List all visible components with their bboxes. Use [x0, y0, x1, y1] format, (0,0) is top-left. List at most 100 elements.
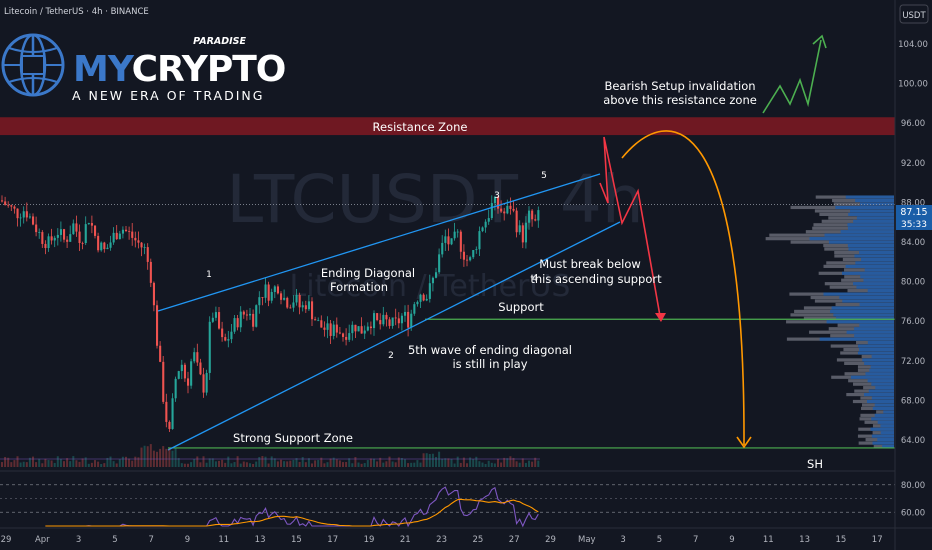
volume-profile-row-up — [855, 261, 894, 265]
wedge-upper-trendline[interactable] — [157, 173, 601, 312]
volume-bar — [38, 458, 41, 467]
volume-profile-row-up — [862, 358, 894, 362]
chip-icon — [21, 55, 45, 75]
volume-bar — [180, 463, 183, 467]
volume-bar — [276, 461, 279, 467]
volume-bar — [348, 458, 351, 467]
volume-profile-row-up — [864, 361, 894, 365]
time-tick-21: 11 — [763, 535, 774, 545]
volume-bar — [78, 461, 81, 467]
candle-body — [447, 236, 450, 245]
volume-profile-row-up — [859, 323, 894, 327]
volume-profile-row-up — [833, 313, 894, 317]
volume-bar — [515, 461, 518, 467]
invalidation-arc-arrowhead — [736, 436, 752, 449]
volume-profile-row-up — [875, 386, 894, 390]
candle-body — [90, 223, 93, 226]
time-tick-16: May — [578, 535, 596, 545]
volume-bar — [404, 459, 406, 467]
candle-body — [134, 237, 137, 241]
candle-body — [382, 314, 385, 325]
candle-body — [224, 337, 227, 341]
price-axis[interactable]: 104.00 100.00 96.00 92.00 88.00 84.00 80.00 76.… — [898, 40, 928, 518]
volume-profile-row-up — [859, 250, 894, 255]
candle-body — [431, 277, 434, 284]
volume-bar — [221, 459, 224, 467]
volume-bar — [410, 462, 413, 467]
volume-profile-row-up — [869, 368, 894, 372]
volume-bar — [289, 460, 292, 467]
volume-bar — [97, 461, 100, 467]
volume-profile-row-up — [848, 212, 894, 216]
time-axis[interactable]: 29 Apr 3 5 7 9 11 13 15 17 19 21 23 25 27 29 May 3 5 7 9 11 13… — [1, 535, 883, 545]
wave-label-4: 4 — [532, 274, 538, 284]
volume-bar — [376, 461, 379, 467]
must-break-text-1: Must break below — [539, 257, 641, 271]
volume-bar — [360, 463, 363, 467]
volume-bar — [379, 457, 382, 467]
volume-bar — [32, 456, 34, 467]
candle-body — [196, 352, 199, 363]
volume-bar — [509, 456, 512, 467]
volume-bar — [16, 456, 19, 467]
candle-body — [348, 333, 351, 340]
volume-bar — [10, 462, 13, 467]
candle-body — [394, 317, 397, 319]
volume-bar — [134, 456, 137, 467]
volume-bar — [283, 461, 286, 467]
volume-bar — [326, 462, 329, 467]
volume-bar — [444, 458, 447, 467]
volume-bar — [255, 461, 258, 467]
wedge-lower-trendline[interactable] — [167, 221, 621, 451]
symbol-header[interactable]: Litecoin / TetherUS · 4h · BINANCE — [4, 7, 149, 17]
volume-bar — [41, 463, 44, 467]
volume-bar — [236, 456, 239, 467]
brand-logo: MYCRYPTO PARADISE A NEW ERA OF TRADING — [1, 33, 286, 103]
candle-body — [283, 297, 286, 300]
volume-bar — [323, 463, 326, 467]
volume-profile-row-up — [826, 320, 894, 324]
candle-body — [22, 211, 25, 218]
price-tick-3: 92.00 — [901, 159, 925, 169]
candle-body — [171, 398, 174, 429]
time-tick-2: 3 — [76, 535, 81, 545]
volume-bar — [81, 458, 84, 467]
candle-body — [187, 378, 190, 386]
volume-profile-row-up — [880, 424, 894, 428]
volume-bar — [193, 458, 196, 467]
candle-body — [497, 196, 500, 209]
bullish-arrow-path — [762, 39, 822, 114]
candle-body — [534, 219, 537, 221]
bearish-projection-path — [599, 136, 661, 317]
volume-profile-row-up — [853, 219, 894, 223]
candle-body — [72, 223, 75, 235]
brand-main: MYCRYPTO — [73, 49, 285, 90]
volume-profile-row-up — [847, 226, 894, 230]
candle-body — [156, 305, 159, 346]
candle-body — [118, 233, 121, 240]
time-tick-3: 5 — [112, 535, 117, 545]
time-tick-24: 17 — [872, 535, 883, 545]
volume-profile-row-up — [864, 268, 894, 272]
currency-badge-box[interactable] — [899, 4, 929, 24]
volume-bar — [450, 458, 453, 467]
volume-bar — [481, 462, 484, 467]
time-tick-0: 29 — [1, 535, 12, 545]
candle-body — [56, 234, 59, 238]
volume-bar — [304, 462, 307, 467]
candle-body — [388, 319, 391, 326]
volume-bar — [394, 462, 397, 467]
candle-body — [323, 327, 326, 330]
candle-body — [177, 371, 180, 379]
volume-profile-row-up — [855, 198, 894, 203]
candle-body — [373, 313, 376, 329]
candle-body — [444, 236, 447, 243]
candle-body — [146, 247, 149, 262]
candle-body — [13, 206, 16, 209]
volume-bar — [490, 462, 493, 467]
must-break-text-2: this ascending support — [530, 272, 662, 286]
currency-badge[interactable]: USDT — [902, 11, 926, 21]
candle-body — [103, 242, 106, 250]
